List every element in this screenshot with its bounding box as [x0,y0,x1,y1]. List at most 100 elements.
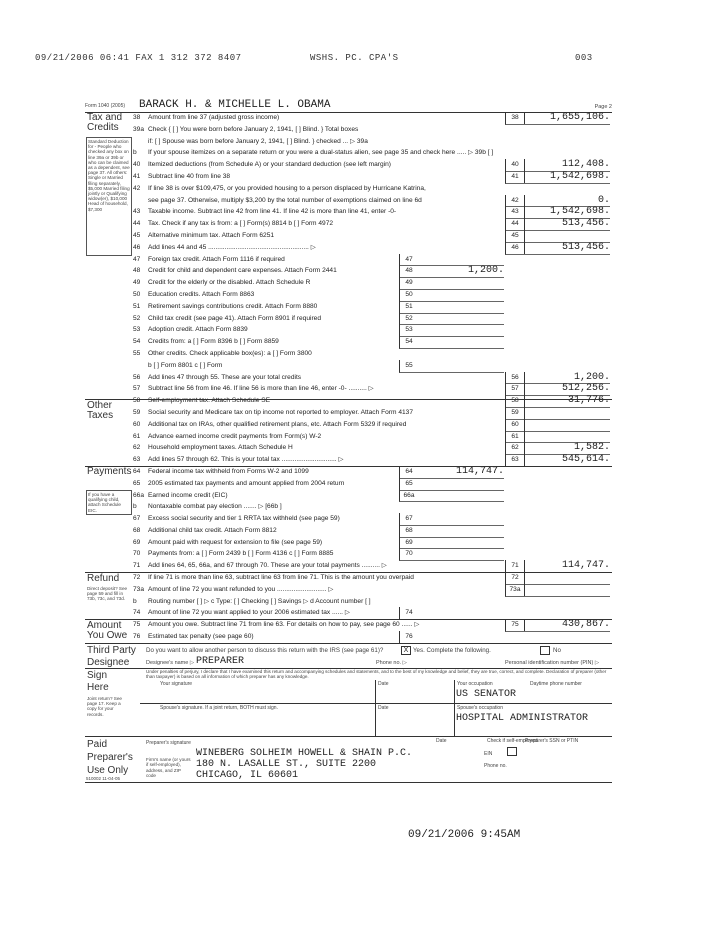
line-number: 61 [133,432,141,440]
standard-deduction-note: Standard Deduction for - People who chec… [86,137,132,256]
line-amount-field[interactable]: 1,200. [418,265,504,279]
form-line: b If your spouse itemizes on a separate r… [85,147,612,159]
line-description: if: [ ] Spouse was born before January 2… [148,137,368,145]
line-box-number: 40 [505,159,525,172]
line-number: 51 [133,302,141,310]
line-number: 63 [133,456,141,464]
line-amount-field[interactable] [418,513,504,526]
line-number: 38 [133,114,141,121]
line-number: 69 [133,538,141,546]
line-number: 65 [133,479,141,487]
form-line: 56 Add lines 47 through 55. These are you… [85,371,612,385]
divider [85,736,612,737]
line-description: Itemized deductions (from Schedule A) or… [148,161,391,169]
line-box-number: 41 [505,170,525,184]
line-number: 46 [133,243,141,251]
line-number: 76 [133,633,141,641]
line-amount-field[interactable]: 1,655,106. [524,112,610,125]
pin-label: Personal identification number (PIN) ▷ [505,660,600,666]
line-box-number: 68 [399,524,418,538]
self-employed-checkbox[interactable] [507,747,517,756]
line-amount-field[interactable] [418,360,504,373]
divider [375,680,376,736]
line-amount-field[interactable] [418,301,504,314]
line-amount-field[interactable] [524,431,610,444]
line-amount-field[interactable] [524,572,610,585]
line-amount-field[interactable]: 1,542,698. [524,206,610,220]
line-amount-field[interactable] [418,537,504,550]
form-line: 75 Amount you owe. Subtract line 71 from … [85,619,612,633]
section-refund: Refund [87,573,120,584]
line-amount-field[interactable] [418,478,504,491]
line-description: Add lines 57 through 62. This is your to… [148,456,344,464]
line-amount-field[interactable] [418,548,504,562]
form-line: b Routing number [ ] ▷ c Type: [ ] Checki… [85,596,612,608]
line-box-number: 53 [399,324,418,338]
line-amount-field[interactable]: 0. [524,195,610,208]
line-description: Foreign tax credit. Attach Form 1116 if … [148,255,285,263]
divider [454,680,455,736]
line-box-number: 73a [505,583,525,597]
line-amount-field[interactable] [418,254,504,267]
line-description: Tax. Check if any tax is from: a [ ] For… [148,220,334,228]
form-line: 71 Add lines 64, 65, 66a, and 67 through … [85,560,612,574]
line-box-number: 67 [399,513,418,526]
line-amount-field[interactable]: 112,408. [524,159,610,172]
line-box-number: 62 [505,442,525,456]
line-number: 72 [133,574,141,582]
line-amount-field[interactable]: 1,200. [524,372,610,385]
line-number: 49 [133,279,141,287]
line-amount-field[interactable] [418,336,504,349]
line-amount-field[interactable] [418,631,504,644]
line-amount-field[interactable]: 1,542,698. [524,171,610,184]
form-line: 66a Earned income credit (EIC) 66a [85,489,612,503]
form-line: 46 Add lines 44 and 45 ..................… [85,241,612,255]
line-amount-field[interactable] [418,313,504,326]
third-party-question: Do you want to allow another person to d… [146,647,384,654]
line-amount-field[interactable] [418,324,504,338]
line-amount-field[interactable] [418,525,504,538]
line-amount-field[interactable] [524,419,610,432]
perjury-declaration: Under penalties of perjury, I declare th… [146,669,607,680]
line-amount-field[interactable]: 430,867. [524,619,610,633]
line-description: Credits from: a [ ] Form 8396 b [ ] Form… [148,338,279,346]
designee-label: Designee's name ▷ [146,660,195,666]
line-number: 68 [133,526,141,534]
spouse-occupation-label: Spouse's occupation [457,705,503,711]
eic-note: If you have a qualifying child, attach S… [86,490,132,515]
form-line: see page 37. Otherwise, multiply $3,200 … [85,194,612,208]
spouse-date-label: Date [378,705,389,711]
line-description: Estimated tax penalty (see page 60) [148,633,254,641]
line-amount-field[interactable] [418,490,504,503]
joint-return-note: Joint return? See page 17. Keep a copy f… [87,696,122,717]
line-amount-field[interactable] [524,407,610,420]
line-amount-field[interactable]: 114,747. [418,466,504,479]
line-description: Payments from: a [ ] Form 2439 b [ ] For… [148,550,334,558]
line-amount-field[interactable] [418,277,504,290]
form-line: 53 Adoption credit. Attach Form 8839 53 [85,324,612,338]
form-line: 47 Foreign tax credit. Attach Form 1116 i… [85,253,612,267]
line-box-number: 55 [399,359,418,373]
line-amount-field[interactable] [524,584,610,597]
line-amount-field[interactable]: 512,256. [524,383,610,397]
divider [85,643,612,644]
form-line: 74 Amount of line 72 you want applied to … [85,607,612,621]
line-amount-field[interactable]: 513,456. [524,218,610,231]
line-number: 66a [133,491,145,499]
line-box-number: 72 [505,572,525,585]
line-description: Adoption credit. Attach Form 8839 [148,326,248,334]
line-number: 73a [133,585,145,593]
yes-checkbox[interactable]: X [401,646,411,655]
line-description: Amount from line 37 (adjusted gross inco… [148,114,280,121]
line-amount-field[interactable] [524,230,610,243]
form-line: 76 Estimated tax penalty (see page 60) 76 [85,631,612,644]
form-line: 57 Subtract line 56 from line 46. If line… [85,383,612,397]
form-line: 48 Credit for child and dependent care ex… [85,265,612,279]
line-amount-field[interactable]: 1,582. [524,442,610,456]
line-number: 44 [133,220,141,228]
line-amount-field[interactable] [418,289,504,302]
line-amount-field[interactable]: 513,456. [524,242,610,255]
no-checkbox[interactable] [540,646,550,655]
line-amount-field[interactable]: 31,776. [524,395,610,408]
form-line: 38 Amount from line 37 (adjusted gross in… [85,112,612,125]
